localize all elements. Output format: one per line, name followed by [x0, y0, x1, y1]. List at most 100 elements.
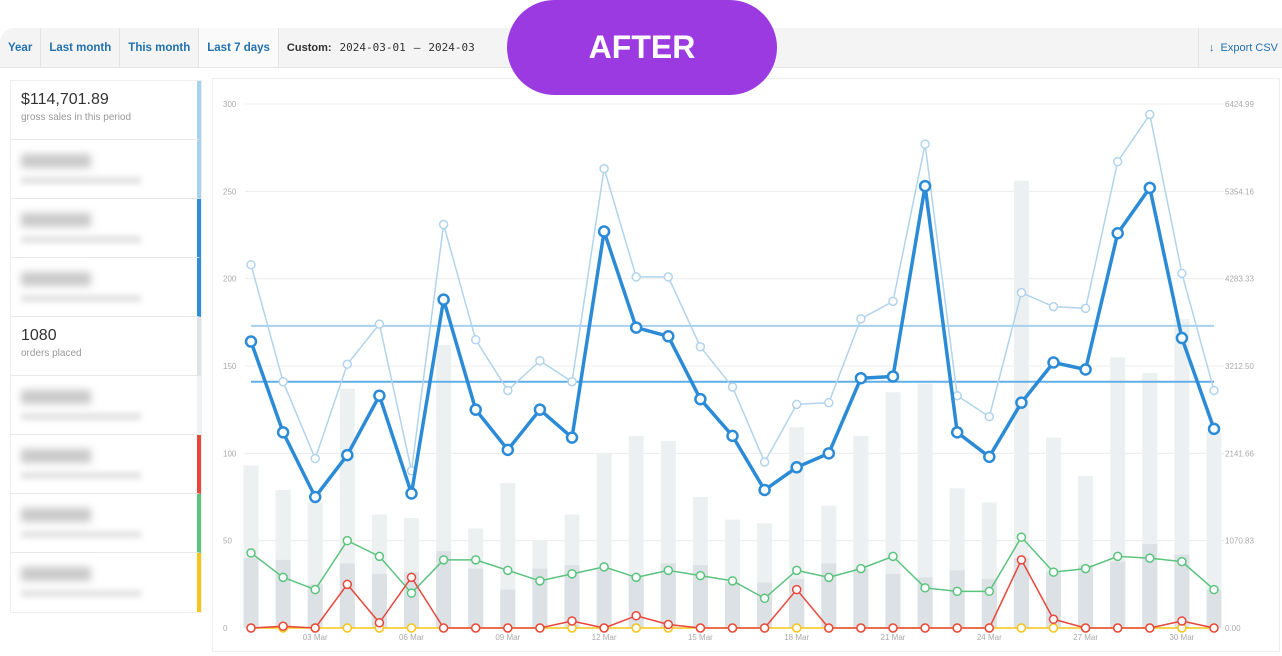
- dark-blue-point: [405, 487, 418, 500]
- y-right-tick-label: 1070.83: [1225, 537, 1254, 546]
- light-blue-point: [920, 139, 930, 149]
- custom-start-input[interactable]: 2024-03-01: [339, 41, 406, 54]
- bar-part: [1110, 561, 1126, 628]
- bar-total: [1206, 432, 1222, 628]
- blurred-value: [21, 508, 91, 522]
- stat-value: 1080: [21, 327, 57, 344]
- light-blue-point: [567, 376, 577, 387]
- light-blue-point: [984, 411, 995, 422]
- dark-blue-point: [244, 335, 258, 348]
- green-point: [759, 593, 770, 604]
- light-blue-point: [695, 342, 706, 352]
- green-point: [1048, 567, 1059, 577]
- bar-part: [725, 582, 740, 628]
- light-blue-point: [759, 457, 770, 467]
- blurred-label: [21, 236, 141, 243]
- blurred-value: [21, 567, 91, 581]
- bar-total: [1110, 357, 1126, 628]
- custom-separator: –: [413, 41, 421, 54]
- dark-blue-point: [629, 321, 643, 334]
- bar-part: [885, 573, 901, 628]
- blurred-label: [21, 413, 141, 420]
- red-point: [631, 611, 641, 621]
- dark-blue-point: [1047, 356, 1060, 369]
- yellow-point: [1048, 623, 1059, 633]
- tab-this-month[interactable]: This month: [120, 28, 200, 67]
- red-point: [856, 623, 866, 633]
- red-point: [246, 623, 256, 633]
- x-tick-label: 30 Mar: [1169, 633, 1194, 642]
- green-point: [695, 570, 706, 581]
- red-point: [824, 623, 834, 633]
- light-blue-point: [1209, 385, 1219, 396]
- green-point: [952, 586, 962, 597]
- bar-part: [949, 570, 965, 628]
- green-point: [984, 586, 995, 597]
- dark-blue-point: [790, 461, 803, 474]
- sales-chart: 0 0.00 50 1070.83 100 2141.66 150 3212.50 200 428…: [212, 78, 1280, 652]
- red-point: [535, 623, 545, 633]
- bar-part: [596, 568, 612, 628]
- bar-part: [404, 572, 419, 628]
- stat-item[interactable]: 1080 orders placed: [11, 317, 201, 376]
- bar-part: [692, 565, 708, 628]
- dark-blue-point: [918, 179, 932, 193]
- green-point: [438, 555, 449, 565]
- dark-blue-point: [597, 225, 611, 238]
- stat-item[interactable]: [11, 199, 201, 258]
- y-right-tick-label: 5354.16: [1225, 187, 1254, 196]
- light-blue-point: [663, 272, 674, 282]
- dark-blue-series-line: [249, 184, 1216, 499]
- y-right-tick-label: 4283.33: [1225, 275, 1254, 284]
- bar-part: [371, 573, 387, 628]
- custom-end-input[interactable]: 2024-03: [428, 41, 475, 54]
- blurred-label: [21, 472, 141, 479]
- dark-blue-point: [854, 371, 868, 385]
- green-point: [535, 576, 545, 586]
- dark-blue-point: [758, 483, 771, 497]
- bar-total: [789, 427, 805, 628]
- dark-blue-point: [1143, 181, 1157, 195]
- bar-part: [243, 558, 259, 628]
- red-point: [984, 623, 995, 633]
- dark-blue-point: [983, 450, 996, 464]
- dark-blue-point: [1015, 396, 1028, 409]
- green-point: [310, 584, 320, 595]
- tab-year[interactable]: Year: [0, 28, 42, 67]
- yellow-point: [406, 623, 417, 633]
- blurred-label: [21, 177, 141, 184]
- light-blue-point: [470, 335, 481, 345]
- stat-item[interactable]: [11, 435, 201, 494]
- green-point: [503, 565, 513, 576]
- dark-blue-point: [1079, 363, 1092, 376]
- stat-item[interactable]: $114,701.89 gross sales in this period: [11, 81, 201, 140]
- dark-blue-point: [1111, 227, 1124, 240]
- light-blue-point: [1048, 301, 1059, 312]
- green-point: [470, 555, 481, 565]
- blurred-label: [21, 590, 141, 597]
- tab-last-7-days[interactable]: Last 7 days: [199, 28, 279, 67]
- light-blue-point: [1112, 156, 1123, 167]
- export-csv-button[interactable]: ↓ Export CSV: [1198, 28, 1282, 68]
- green-point: [727, 576, 738, 586]
- yellow-point: [631, 623, 641, 633]
- green-point: [1177, 556, 1187, 567]
- stat-item[interactable]: [11, 553, 201, 612]
- x-tick-label: 21 Mar: [881, 633, 906, 642]
- green-point: [920, 583, 930, 593]
- stat-item[interactable]: [11, 494, 201, 553]
- stat-item[interactable]: [11, 258, 201, 317]
- tab-last-month[interactable]: Last month: [41, 28, 121, 67]
- stat-item[interactable]: [11, 376, 201, 435]
- y-left-tick-label: 50: [223, 537, 232, 546]
- green-point: [567, 569, 577, 579]
- red-point: [791, 584, 802, 595]
- light-blue-series-line: [250, 113, 1215, 472]
- x-tick-label: 27 Mar: [1073, 633, 1098, 642]
- stat-item[interactable]: [11, 140, 201, 199]
- custom-label: Custom:: [286, 41, 332, 54]
- y-right-tick-label: 6424.99: [1225, 100, 1254, 109]
- bar-total: [1174, 318, 1190, 628]
- bar-part: [1046, 572, 1061, 628]
- red-point: [1080, 623, 1091, 633]
